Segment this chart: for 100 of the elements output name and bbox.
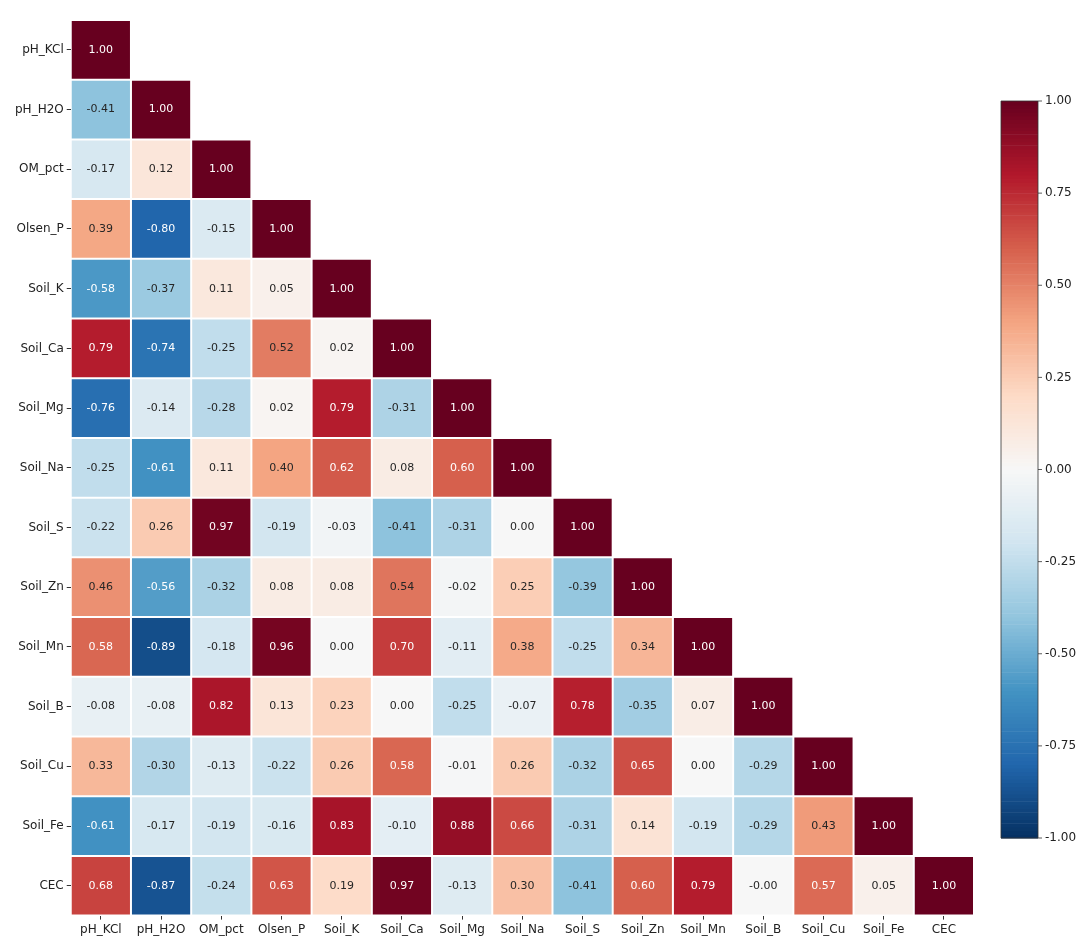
data-label: 0.54 [389, 580, 415, 594]
y-tick-label: Soil_Fe [22, 818, 64, 833]
data-label: 0.79 [690, 878, 716, 892]
data-label: 1.00 [750, 699, 776, 713]
data-label: 0.57 [811, 878, 836, 892]
x-tick-label: Soil_Mg [439, 921, 485, 936]
color-bar-label: -0.25 [1045, 553, 1077, 568]
data-label: 1.00 [630, 580, 656, 594]
data-label: 1.00 [931, 878, 957, 892]
data-label: -0.37 [146, 281, 176, 295]
data-label: -0.32 [207, 580, 236, 594]
data-label: -0.24 [207, 878, 236, 892]
data-label: 0.68 [88, 878, 114, 892]
x-tick-label: Soil_Ca [380, 921, 424, 936]
y-tick-label: OM_pct [19, 161, 65, 176]
data-label: -0.07 [508, 699, 537, 713]
data-label: -0.25 [447, 699, 477, 713]
data-label: -0.22 [267, 759, 296, 773]
data-label: -0.01 [447, 759, 477, 773]
data-label: 0.79 [88, 341, 114, 355]
data-label: 0.82 [209, 699, 234, 713]
color-bar-label: 0.50 [1045, 277, 1072, 292]
color-bar-label: -0.75 [1045, 738, 1077, 752]
data-label: 1.00 [269, 221, 294, 235]
x-tick-label: Soil_Zn [621, 921, 665, 936]
data-label: -0.74 [146, 341, 176, 355]
data-label: 0.58 [88, 639, 114, 653]
x-tick-label: Soil_S [564, 921, 601, 936]
x-tick-label: Soil_Cu [801, 921, 846, 936]
data-label: 0.00 [510, 520, 535, 534]
data-label: 0.97 [209, 520, 234, 534]
data-label: -0.32 [568, 759, 597, 773]
data-label: -0.03 [327, 520, 356, 534]
data-label: -0.29 [749, 818, 778, 832]
data-label: 0.11 [209, 281, 234, 295]
data-label: -0.17 [86, 162, 116, 176]
data-label: 0.58 [389, 759, 415, 773]
data-label: 1.00 [570, 520, 595, 534]
data-label: -0.31 [568, 818, 597, 832]
data-label: 0.96 [269, 639, 294, 653]
data-label: -0.76 [86, 400, 116, 414]
data-label: 0.33 [88, 759, 114, 773]
data-label: -0.00 [749, 878, 778, 892]
color-bar-label: 1.00 [1045, 93, 1072, 108]
data-label: -0.29 [749, 759, 778, 773]
data-label: 0.05 [269, 281, 294, 295]
data-label: 0.23 [329, 699, 354, 713]
data-label: 0.08 [329, 580, 354, 594]
data-label: -0.41 [387, 520, 417, 534]
data-label: -0.08 [146, 699, 176, 713]
data-label: 0.19 [329, 878, 354, 892]
data-label: 0.00 [329, 639, 354, 653]
color-bar-label: 0.25 [1045, 369, 1072, 384]
data-label: 0.83 [329, 818, 354, 832]
data-label: 0.52 [269, 341, 294, 355]
data-label: 1.00 [510, 460, 535, 474]
data-label: -0.61 [146, 460, 176, 474]
x-tick-label: Soil_K [323, 921, 361, 936]
data-label: -0.16 [267, 818, 296, 832]
data-label: 0.39 [88, 221, 114, 235]
data-label: 0.34 [630, 639, 656, 653]
y-tick-label: Soil_B [27, 698, 64, 713]
y-tick-label: Soil_Mn [18, 639, 64, 654]
data-label: -0.61 [86, 818, 116, 832]
data-label: 0.00 [389, 699, 415, 713]
data-label: -0.41 [86, 102, 116, 116]
y-tick-label: Soil_Na [19, 459, 64, 474]
data-label: 0.12 [148, 162, 174, 176]
x-tick-label: Olsen_P [257, 921, 306, 936]
data-label: 0.66 [510, 818, 535, 832]
data-label: -0.13 [207, 759, 236, 773]
data-label: 0.14 [630, 818, 656, 832]
y-tick-label: Soil_Cu [20, 758, 64, 773]
data-label: -0.31 [387, 400, 417, 414]
data-label: -0.02 [447, 580, 477, 594]
data-label: 1.00 [811, 759, 836, 773]
data-label: 0.26 [148, 520, 174, 534]
data-label: -0.87 [146, 878, 176, 892]
data-label: -0.58 [86, 281, 116, 295]
data-label: 0.70 [389, 639, 415, 653]
y-tick-label: Soil_Mg [18, 400, 64, 415]
data-label: 0.88 [449, 818, 475, 832]
data-label: 0.40 [269, 460, 294, 474]
data-label: 0.05 [871, 878, 896, 892]
data-label: -0.31 [447, 520, 477, 534]
data-label: 1.00 [88, 42, 114, 56]
data-label: 0.60 [630, 878, 656, 892]
data-label: 1.00 [449, 400, 475, 414]
data-label: -0.80 [146, 221, 176, 235]
data-label: 0.08 [269, 580, 294, 594]
data-label: -0.18 [207, 639, 236, 653]
color-bar-label: 0.00 [1045, 461, 1072, 476]
y-tick-label: Soil_S [28, 519, 64, 534]
y-tick-label: Soil_K [28, 280, 65, 295]
data-label: 0.60 [449, 460, 475, 474]
data-label: 0.65 [630, 759, 656, 773]
data-label: 0.62 [329, 460, 354, 474]
data-label: 0.13 [269, 699, 294, 713]
data-label: -0.11 [447, 639, 477, 653]
data-label: 1.00 [209, 162, 234, 176]
